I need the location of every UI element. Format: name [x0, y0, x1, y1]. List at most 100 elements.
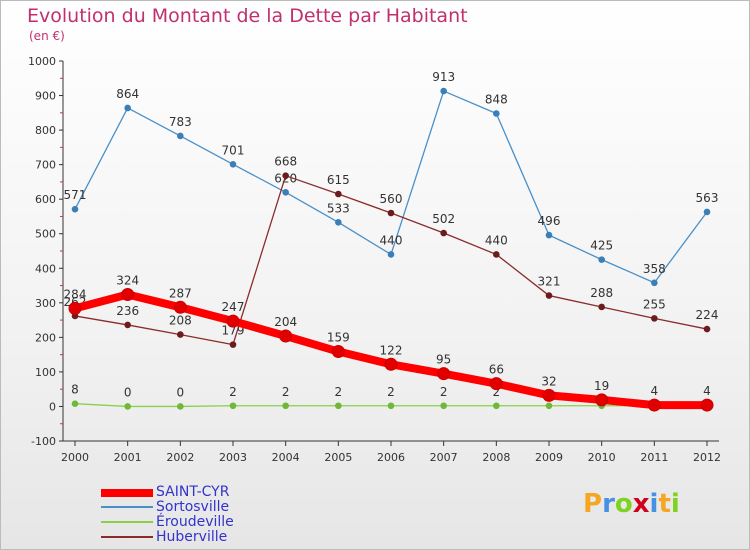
- data-point-saint-cyr: [226, 314, 240, 328]
- logo-letter: i: [670, 489, 680, 519]
- data-point--roudeville: [493, 402, 500, 410]
- data-label--roudeville: 2: [282, 385, 290, 399]
- data-point-saint-cyr: [700, 398, 714, 412]
- data-point--roudeville: [545, 402, 553, 410]
- data-label-sortosville: 425: [590, 239, 613, 253]
- logo-letter: r: [602, 489, 615, 519]
- data-label-huberville: 179: [222, 324, 245, 338]
- data-point-saint-cyr: [279, 329, 293, 343]
- data-point-sortosville: [282, 188, 289, 196]
- x-tick-label: 2007: [430, 451, 458, 464]
- data-label-huberville: 224: [696, 308, 719, 322]
- data-label-huberville: 668: [274, 155, 297, 169]
- data-point-huberville: [282, 172, 289, 179]
- legend-swatch-eroudeville: [101, 521, 153, 523]
- chart-title: Evolution du Montant de la Dette par Hab…: [27, 5, 468, 27]
- data-point-saint-cyr: [68, 301, 82, 315]
- legend-swatch-huberville: [101, 536, 153, 538]
- data-label-sortosville: 571: [64, 188, 87, 202]
- data-point-huberville: [440, 229, 447, 237]
- y-tick-label: 100: [35, 366, 56, 379]
- x-tick-label: 2004: [272, 451, 300, 464]
- data-label-sortosville: 440: [380, 233, 403, 247]
- data-label--roudeville: 2: [440, 385, 448, 399]
- data-label-saint-cyr: 19: [594, 379, 609, 393]
- data-label-sortosville: 864: [116, 87, 139, 101]
- data-label-huberville: 255: [643, 297, 666, 311]
- data-point--roudeville: [335, 402, 342, 410]
- data-label-saint-cyr: 32: [541, 374, 556, 388]
- data-label-sortosville: 913: [432, 70, 455, 84]
- x-tick-label: 2002: [166, 451, 194, 464]
- data-label-saint-cyr: 66: [489, 363, 504, 377]
- data-point-huberville: [387, 209, 395, 217]
- data-label-huberville: 440: [485, 233, 508, 247]
- data-point-saint-cyr: [384, 357, 398, 371]
- data-point-huberville: [598, 303, 605, 311]
- x-tick-label: 2003: [219, 451, 247, 464]
- data-label-sortosville: 358: [643, 262, 666, 276]
- data-point-sortosville: [545, 231, 553, 239]
- data-point-sortosville: [651, 279, 658, 287]
- x-tick-label: 2009: [535, 451, 563, 464]
- data-label-saint-cyr: 204: [274, 315, 297, 329]
- data-point-saint-cyr: [331, 345, 345, 359]
- legend-label-eroudeville: Éroudeville: [156, 514, 234, 530]
- x-tick-label: 2006: [377, 451, 405, 464]
- x-tick-label: 2010: [588, 451, 616, 464]
- data-point-saint-cyr: [173, 300, 187, 314]
- data-label--roudeville: 2: [229, 385, 237, 399]
- data-label-huberville: 208: [169, 314, 192, 328]
- logo-letter: o: [614, 489, 633, 519]
- data-point-sortosville: [124, 104, 131, 112]
- data-point-saint-cyr: [595, 393, 609, 407]
- y-tick-label: 300: [35, 297, 56, 310]
- y-tick-label: 1000: [28, 55, 56, 68]
- data-label-saint-cyr: 324: [116, 274, 139, 288]
- logo-letter: i: [649, 489, 659, 519]
- x-tick-label: 2000: [61, 451, 89, 464]
- data-point--roudeville: [229, 402, 237, 410]
- data-point-sortosville: [335, 219, 342, 226]
- data-label-saint-cyr: 4: [703, 384, 711, 398]
- legend-swatch-sortosville: [101, 506, 153, 508]
- y-tick-label: 400: [35, 262, 56, 275]
- data-label-sortosville: 783: [169, 115, 192, 129]
- data-label-sortosville: 496: [538, 214, 561, 228]
- data-label-saint-cyr: 287: [169, 286, 192, 300]
- data-point--roudeville: [177, 403, 184, 410]
- chart-subtitle: (en €): [29, 29, 65, 43]
- data-label-saint-cyr: 159: [327, 331, 350, 345]
- data-label--roudeville: 2: [335, 385, 343, 399]
- data-point--roudeville: [440, 402, 447, 410]
- data-point-sortosville: [177, 132, 184, 140]
- data-point-huberville: [545, 292, 553, 299]
- data-label-huberville: 288: [590, 286, 613, 300]
- data-point-sortosville: [493, 110, 500, 117]
- data-label-huberville: 236: [116, 304, 139, 318]
- data-point--roudeville: [71, 400, 79, 407]
- data-label-huberville: 502: [432, 212, 455, 226]
- legend-label-sortosville: Sortosville: [156, 499, 230, 515]
- y-tick-label: 900: [35, 90, 56, 103]
- data-point-sortosville: [229, 160, 237, 168]
- logo-letter: P: [583, 489, 603, 519]
- data-point-huberville: [229, 341, 237, 348]
- data-point-huberville: [651, 315, 658, 322]
- data-point-huberville: [493, 251, 500, 258]
- data-label--roudeville: 2: [493, 385, 501, 399]
- data-point-saint-cyr: [542, 388, 556, 402]
- y-tick-label: 600: [35, 193, 56, 206]
- data-point-sortosville: [440, 87, 447, 95]
- data-label-saint-cyr: 95: [436, 353, 451, 367]
- data-label-saint-cyr: 284: [64, 287, 87, 301]
- data-point--roudeville: [387, 402, 395, 410]
- data-label-huberville: 560: [380, 192, 403, 206]
- data-point-saint-cyr: [121, 288, 135, 302]
- data-label-sortosville: 563: [696, 191, 719, 205]
- data-point-huberville: [335, 190, 342, 198]
- proxiti-logo: Proxiti: [583, 489, 680, 519]
- data-label-huberville: 321: [538, 275, 561, 289]
- legend-label-huberville: Huberville: [156, 529, 228, 545]
